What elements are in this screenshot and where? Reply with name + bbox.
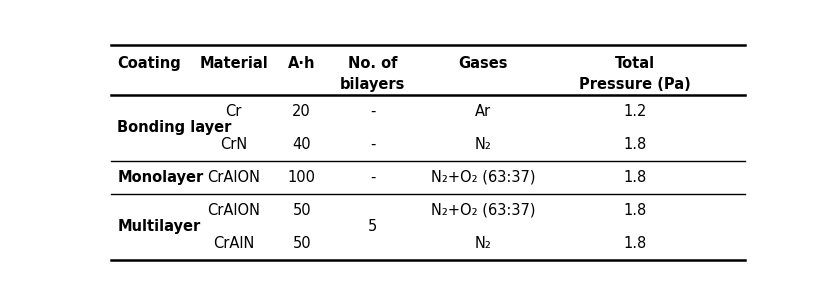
Text: CrN: CrN bbox=[220, 137, 247, 152]
Text: -: - bbox=[370, 137, 376, 152]
Text: 20: 20 bbox=[292, 104, 311, 119]
Text: N₂: N₂ bbox=[474, 137, 491, 152]
Text: No. of: No. of bbox=[348, 56, 397, 71]
Text: N₂+O₂ (63:37): N₂+O₂ (63:37) bbox=[431, 203, 535, 218]
Text: -: - bbox=[370, 170, 376, 185]
Text: Total: Total bbox=[615, 56, 655, 71]
Text: Material: Material bbox=[200, 56, 268, 71]
Text: 1.2: 1.2 bbox=[624, 104, 646, 119]
Text: 1.8: 1.8 bbox=[624, 236, 646, 251]
Text: Monolayer: Monolayer bbox=[117, 170, 204, 185]
Text: Gases: Gases bbox=[458, 56, 508, 71]
Text: CrAlN: CrAlN bbox=[213, 236, 255, 251]
Text: 1.8: 1.8 bbox=[624, 203, 646, 218]
Text: 40: 40 bbox=[292, 137, 311, 152]
Text: Multilayer: Multilayer bbox=[117, 219, 200, 234]
Text: CrAlON: CrAlON bbox=[207, 170, 261, 185]
Text: 100: 100 bbox=[288, 170, 316, 185]
Text: CrAlON: CrAlON bbox=[207, 203, 261, 218]
Text: 1.8: 1.8 bbox=[624, 170, 646, 185]
Text: Pressure (Pa): Pressure (Pa) bbox=[579, 77, 691, 92]
Text: 5: 5 bbox=[368, 219, 377, 234]
Text: 1.8: 1.8 bbox=[624, 137, 646, 152]
Text: Ar: Ar bbox=[475, 104, 491, 119]
Text: N₂+O₂ (63:37): N₂+O₂ (63:37) bbox=[431, 170, 535, 185]
Text: Cr: Cr bbox=[225, 104, 242, 119]
Text: -: - bbox=[370, 104, 376, 119]
Text: bilayers: bilayers bbox=[340, 77, 406, 92]
Text: 50: 50 bbox=[292, 236, 311, 251]
Text: A·h: A·h bbox=[288, 56, 316, 71]
Text: Bonding layer: Bonding layer bbox=[117, 120, 231, 135]
Text: 50: 50 bbox=[292, 203, 311, 218]
Text: N₂: N₂ bbox=[474, 236, 491, 251]
Text: Coating: Coating bbox=[117, 56, 181, 71]
